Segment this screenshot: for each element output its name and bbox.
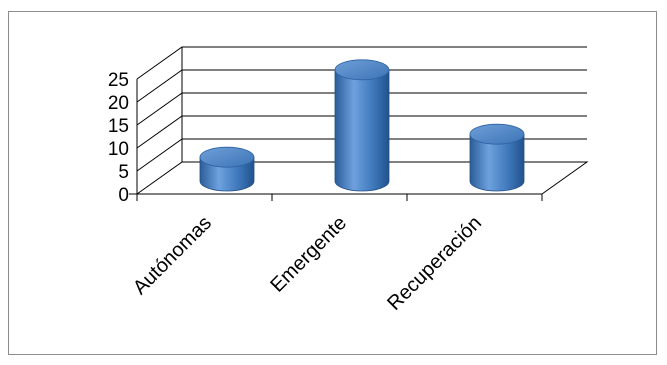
y-tick-label: 5: [118, 162, 129, 183]
x-category-label: Emergente: [266, 212, 351, 297]
bar-body: [469, 133, 525, 192]
bar-top: [334, 59, 390, 81]
axes: [129, 47, 543, 201]
chart-area: [8, 11, 657, 355]
y-tick-label: 25: [108, 70, 129, 91]
bar-Emergente: [334, 59, 390, 192]
x-category-label: Autónomas: [129, 212, 216, 299]
bars: [199, 59, 525, 192]
y-tick-label: 15: [108, 116, 129, 137]
bar-Recuperación: [469, 123, 525, 192]
bar-body: [334, 69, 390, 192]
x-category-label: Recuperación: [383, 212, 486, 315]
y-tick-label: 20: [108, 93, 129, 114]
bar-Autónomas: [199, 146, 255, 192]
x-category-labels: Autónomas Emergente Recuperación: [129, 212, 486, 315]
bar-top: [199, 146, 255, 168]
y-tick-label: 10: [108, 139, 129, 160]
y-tick-label: 0: [118, 185, 129, 206]
bar-top: [469, 123, 525, 145]
